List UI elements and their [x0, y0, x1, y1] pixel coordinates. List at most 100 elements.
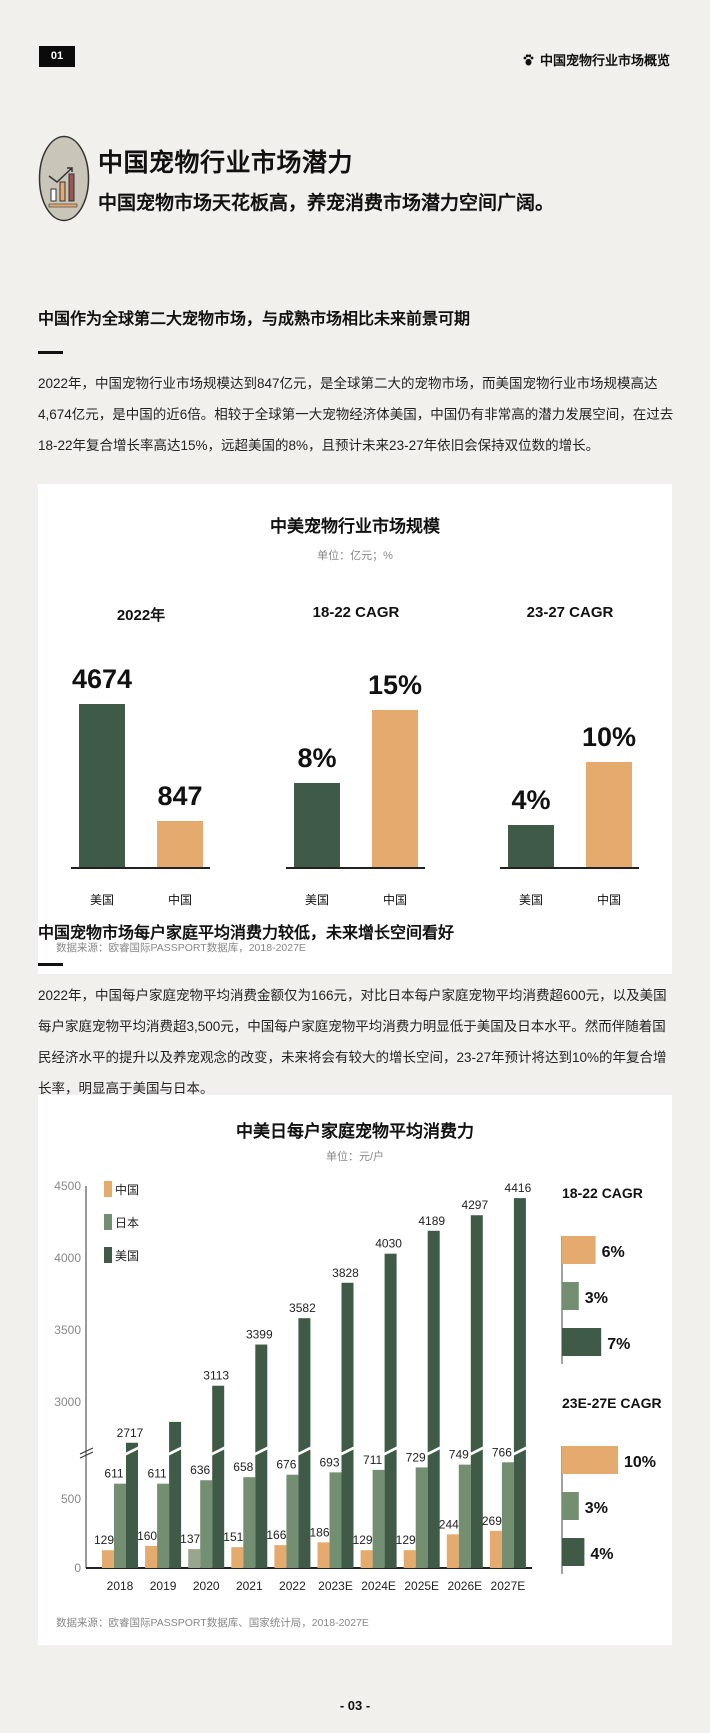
cagr-bar — [562, 1492, 579, 1520]
bar-china — [145, 1545, 158, 1568]
value-label: 186 — [309, 1525, 329, 1539]
bar-us — [384, 1253, 397, 1568]
bar-china — [489, 1530, 502, 1568]
x-tick-label: 2020 — [193, 1579, 220, 1593]
value-label: 658 — [233, 1460, 253, 1474]
bar-break-gap — [512, 1446, 527, 1456]
divider — [38, 963, 63, 966]
bar-us — [513, 1198, 526, 1568]
paw-icon — [523, 53, 534, 65]
category-label: 中国 — [596, 893, 621, 907]
value-label: 4030 — [375, 1237, 402, 1251]
bar-china — [372, 709, 418, 867]
x-tick-label: 2023E — [318, 1579, 353, 1593]
value-label: 129 — [94, 1533, 114, 1547]
baseline — [286, 867, 425, 869]
value-label: 611 — [104, 1467, 123, 1481]
value-label: 4674 — [71, 664, 133, 694]
category-label: 美国 — [304, 893, 329, 907]
bar-break-gap — [340, 1446, 355, 1456]
section-name: 中国宠物行业市场概览 — [539, 53, 670, 68]
value-label: 269 — [482, 1514, 502, 1528]
bar-japan — [501, 1462, 514, 1568]
bar-china — [317, 1542, 330, 1568]
category-label: 美国 — [89, 893, 114, 907]
cagr-label: 7% — [607, 1336, 630, 1353]
value-label: 847 — [157, 781, 203, 812]
bar-japan — [329, 1472, 342, 1568]
value-label: 3828 — [332, 1266, 359, 1280]
bar-us — [79, 704, 125, 867]
bar-china — [403, 1550, 416, 1568]
bar-china — [446, 1534, 459, 1568]
bar-break-gap — [168, 1446, 183, 1456]
bar-china — [102, 1550, 114, 1568]
cagr-label: 3% — [585, 1290, 608, 1307]
value-label: 3399 — [246, 1328, 273, 1342]
legend-label: 中国 — [115, 1182, 139, 1197]
cagr-label: 6% — [602, 1244, 625, 1261]
cagr-bar — [562, 1446, 618, 1474]
value-label: 8% — [297, 743, 337, 773]
bar-japan — [372, 1469, 385, 1568]
value-label: 151 — [223, 1530, 243, 1544]
bar-china — [157, 821, 203, 867]
value-label: 129 — [353, 1533, 373, 1547]
section1-heading: 中国作为全球第二大宠物市场，与成熟市场相比未来前景可期 — [38, 311, 471, 328]
value-label: 3113 — [203, 1369, 229, 1383]
category-label: 中国 — [167, 893, 192, 907]
x-tick-label: 2021 — [236, 1579, 263, 1593]
y-tick-label: 4500 — [54, 1179, 81, 1193]
divider — [38, 351, 63, 354]
y-tick-label: 500 — [61, 1492, 81, 1506]
chart-unit: 单位：亿元；% — [317, 550, 393, 562]
y-tick-label: 3500 — [54, 1323, 81, 1337]
value-label: 676 — [276, 1458, 296, 1472]
x-tick-label: 2027E — [491, 1579, 526, 1593]
value-label: 4% — [511, 785, 551, 815]
panel-heading: 23-27 CAGR — [526, 604, 614, 621]
legend-swatch — [104, 1247, 112, 1263]
value-label: 4416 — [505, 1181, 532, 1195]
value-label: 2717 — [117, 1426, 144, 1440]
cagr-label: 3% — [585, 1500, 608, 1517]
value-label: 749 — [449, 1448, 469, 1462]
chart-source: 数据来源：欧睿国际PASSPORT数据库、国家统计局，2018-2027E — [56, 1617, 369, 1629]
bar-break-gap — [125, 1446, 139, 1456]
chart-source: 数据来源：欧睿国际PASSPORT数据库，2018-2027E — [56, 942, 306, 954]
value-label: 729 — [406, 1450, 426, 1464]
bar-china — [274, 1545, 287, 1568]
bar-japan — [200, 1480, 213, 1568]
bar-japan — [458, 1464, 471, 1568]
cagr-bar — [562, 1236, 596, 1264]
cagr-bar — [562, 1282, 579, 1310]
bar-japan — [114, 1483, 126, 1568]
bar-japan — [157, 1483, 170, 1568]
x-tick-label: 2024E — [361, 1579, 396, 1593]
bar-us — [470, 1215, 483, 1568]
value-label: 636 — [190, 1463, 210, 1477]
baseline — [71, 867, 210, 869]
value-label: 711 — [363, 1453, 382, 1467]
bar-break-gap — [383, 1446, 398, 1456]
section2-paragraph: 2022年，中国每户家庭宠物平均消费金额仅为166元，对比日本每户家庭宠物平均消… — [38, 988, 667, 1096]
panel-heading: 18-22 CAGR — [312, 604, 400, 621]
bar-break-gap — [426, 1446, 441, 1456]
bar-break-gap — [469, 1446, 484, 1456]
market-size-chart-card: 中美宠物行业市场规模 单位：亿元；% 2022年 4674 美国 847 中国 18-22… — [38, 484, 672, 974]
value-label: 766 — [492, 1445, 512, 1459]
x-tick-label: 2026E — [447, 1579, 482, 1593]
bar-us — [212, 1385, 225, 1568]
value-label: 4189 — [418, 1214, 445, 1228]
bar-japan — [243, 1477, 256, 1568]
bar-china — [586, 762, 632, 867]
baseline — [500, 867, 639, 869]
bar-break-gap — [211, 1446, 226, 1456]
axis-break-mark — [79, 1451, 94, 1459]
bar-japan — [415, 1467, 428, 1568]
section1-paragraph: 2022年，中国宠物行业市场规模达到847亿元，是全球第二大的宠物市场，而美国宠… — [38, 376, 674, 453]
value-label: 166 — [266, 1528, 286, 1542]
bar-us — [508, 825, 554, 867]
chart-title: 中美日每户家庭宠物平均消费力 — [236, 1122, 474, 1141]
